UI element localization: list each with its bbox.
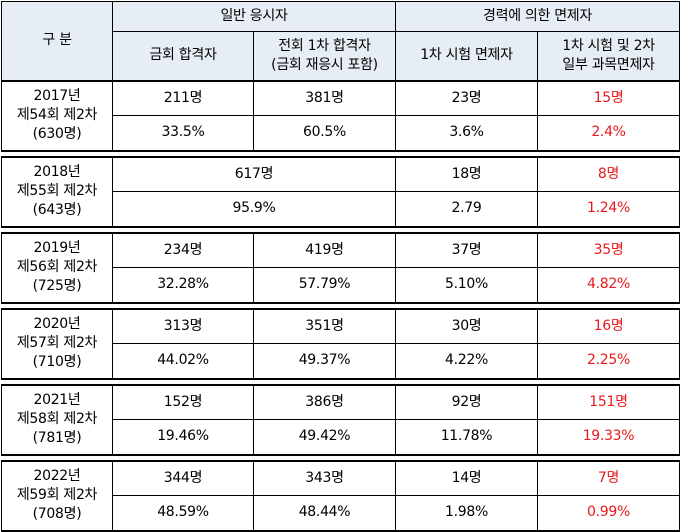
row-year: 2019년	[33, 240, 81, 256]
count-cell: 343명	[253, 459, 396, 496]
row-year: 2022년	[33, 468, 81, 484]
table-row: 2017년 제54회 제2차 (630명) 211명 381명 23명 15명	[1, 79, 680, 152]
row-total: (708명)	[32, 506, 82, 522]
row-label: 2019년 제56회 제2차 (725명)	[1, 231, 113, 304]
count-cell: 386명	[253, 383, 396, 420]
current-passers-header: 금회 합격자	[112, 31, 254, 82]
count-cell: 14명	[395, 459, 538, 496]
previous-first-passers-line2: (금회 재응시 포함)	[271, 56, 378, 73]
count-cell: 30명	[395, 307, 538, 344]
count-cell: 37명	[395, 231, 538, 268]
row-round: 제55회 제2차	[16, 183, 98, 199]
count-cell-highlight: 7명	[536, 459, 680, 496]
count-cell-highlight: 16명	[536, 307, 680, 344]
count-cell: 344명	[112, 459, 254, 496]
table-row: 2020년 제57회 제2차 (710명) 313명 351명 30명 16명	[1, 307, 680, 380]
career-exempt-header: 경력에 의한 면제자	[394, 1, 680, 32]
percent-cell-highlight: 2.25%	[536, 343, 680, 380]
percent-cell: 3.6%	[395, 115, 538, 152]
table-row: 44.02% 49.37% 4.22% 2.25%	[2, 343, 680, 380]
count-cell: 211명	[112, 80, 254, 116]
table-row: 95.9% 2.79 1.24%	[2, 191, 680, 228]
percent-cell: 49.42%	[253, 419, 396, 456]
first-exam-exempt-header: 1차 시험 면제자	[395, 31, 538, 82]
table-row: 2022년 제59회 제2차 (708명) 344명 343명 14명 7명	[1, 459, 680, 532]
percent-cell: 57.79%	[253, 267, 396, 304]
percent-cell: 44.02%	[112, 343, 254, 380]
percent-cell: 60.5%	[253, 115, 396, 152]
row-total: (710명)	[32, 354, 82, 370]
row-round: 제57회 제2차	[16, 335, 98, 351]
row-round: 제56회 제2차	[16, 259, 98, 275]
count-cell: 381명	[253, 80, 396, 116]
count-cell-highlight: 8명	[536, 155, 680, 192]
row-label: 2020년 제57회 제2차 (710명)	[1, 307, 113, 380]
row-year: 2020년	[33, 316, 81, 332]
row-total: (630명)	[32, 126, 82, 142]
row-label: 2022년 제59회 제2차 (708명)	[1, 459, 113, 532]
previous-first-passers-header: 전회 1차 합격자 (금회 재응시 포함)	[253, 31, 396, 82]
table-row: 32.28% 57.79% 5.10% 4.82%	[2, 267, 680, 304]
count-cell: 313명	[112, 307, 254, 344]
percent-cell: 4.22%	[395, 343, 538, 380]
table-row: 19.46% 49.42% 11.78% 19.33%	[2, 419, 680, 456]
count-cell: 351명	[253, 307, 396, 344]
table-row: 2019년 제56회 제2차 (725명) 234명 419명 37명 35명	[1, 231, 680, 304]
table-row: 33.5% 60.5% 3.6% 2.4%	[2, 115, 680, 152]
merged-count-cell: 617명	[112, 155, 396, 192]
percent-cell-highlight: 1.24%	[536, 191, 680, 228]
count-cell: 419명	[253, 231, 396, 268]
previous-first-passers-line1: 전회 1차 합격자	[278, 37, 371, 54]
row-total: (781명)	[32, 430, 82, 446]
partial-exempt-header: 1차 시험 및 2차 일부 과목면제자	[536, 31, 680, 82]
percent-cell: 49.37%	[253, 343, 396, 380]
percent-cell-highlight: 19.33%	[536, 419, 680, 456]
count-cell: 18명	[395, 155, 538, 192]
category-header: 구 분	[1, 1, 113, 82]
percent-cell: 19.46%	[112, 419, 254, 456]
row-label: 2021년 제58회 제2차 (781명)	[1, 383, 113, 456]
percent-cell: 1.98%	[395, 495, 538, 532]
row-round: 제54회 제2차	[16, 107, 98, 123]
row-total: (643명)	[32, 202, 82, 218]
table-row: 2018년 제55회 제2차 (643명) 617명 18명 8명	[1, 155, 680, 228]
merged-percent-cell: 95.9%	[112, 191, 396, 228]
count-cell: 234명	[112, 231, 254, 268]
row-total: (725명)	[32, 278, 82, 294]
percent-cell: 2.79	[395, 191, 538, 228]
count-cell: 152명	[112, 383, 254, 420]
percent-cell: 33.5%	[112, 115, 254, 152]
partial-exempt-line1: 1차 시험 및 2차	[562, 37, 655, 54]
percent-cell-highlight: 4.82%	[536, 267, 680, 304]
row-year: 2018년	[33, 164, 81, 180]
partial-exempt-line2: 일부 과목면제자	[562, 56, 655, 73]
percent-cell: 5.10%	[395, 267, 538, 304]
percent-cell-highlight: 0.99%	[536, 495, 680, 532]
table-row: 2021년 제58회 제2차 (781명) 152명 386명 92명 151명	[1, 383, 680, 456]
count-cell: 23명	[395, 80, 538, 116]
row-label: 2018년 제55회 제2차 (643명)	[1, 155, 113, 228]
percent-cell-highlight: 2.4%	[536, 115, 680, 152]
row-year: 2021년	[33, 392, 81, 408]
percent-cell: 32.28%	[112, 267, 254, 304]
percent-cell: 48.59%	[112, 495, 254, 532]
count-cell: 92명	[395, 383, 538, 420]
general-applicants-header: 일반 응시자	[112, 1, 396, 32]
row-round: 제58회 제2차	[16, 411, 98, 427]
percent-cell: 11.78%	[395, 419, 538, 456]
count-cell-highlight: 151명	[536, 383, 680, 420]
row-year: 2017년	[33, 88, 81, 104]
count-cell-highlight: 35명	[536, 231, 680, 268]
row-round: 제59회 제2차	[16, 487, 98, 503]
row-label: 2017년 제54회 제2차 (630명)	[1, 79, 113, 152]
count-cell-highlight: 15명	[536, 80, 680, 116]
percent-cell: 48.44%	[253, 495, 396, 532]
